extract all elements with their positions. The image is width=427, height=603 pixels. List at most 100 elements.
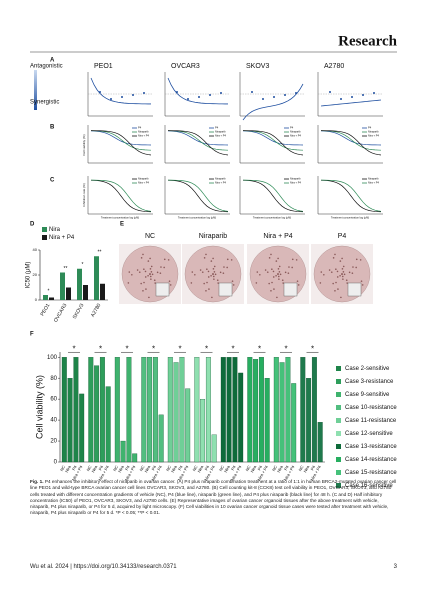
bar (61, 357, 67, 463)
legend-label: Case 16-sensitive (345, 483, 393, 489)
bar (258, 357, 264, 463)
x-tick-label: Nira (143, 464, 151, 474)
axis (164, 176, 230, 215)
bar (147, 357, 153, 463)
data-point (295, 92, 297, 94)
organoid (256, 271, 259, 273)
organoid (342, 271, 345, 273)
bar (114, 357, 120, 463)
organoid (140, 257, 143, 259)
legend-swatch (42, 227, 47, 232)
organoid (341, 275, 344, 278)
organoid (259, 273, 261, 276)
bar (132, 453, 138, 463)
annotation: * (258, 344, 261, 353)
bar (66, 287, 71, 300)
bar (253, 359, 259, 463)
panel-label: B (50, 125, 55, 131)
x-tick-label: Nira (170, 464, 178, 474)
organoid (140, 282, 142, 285)
annotation: * (231, 344, 234, 353)
organoid (335, 281, 337, 284)
y-tick-label: 20 (50, 439, 57, 445)
organoid (291, 266, 293, 269)
legend-swatch (336, 444, 341, 449)
organoid (230, 259, 233, 261)
legend-swatch (336, 483, 341, 488)
legend-label: Case 9-sensitive (345, 392, 390, 398)
zoom-box (283, 282, 298, 297)
legend-swatch (336, 405, 341, 410)
bar (79, 393, 85, 463)
organoid (144, 276, 147, 278)
journal-name: Research (338, 33, 398, 49)
legend-label: Nira + P4 (49, 235, 75, 241)
x-tick-label: Nira (196, 464, 204, 474)
data-point (284, 94, 286, 96)
x-tick-label: Nira (90, 464, 98, 474)
x-tick-label: NC (297, 464, 304, 472)
bar (311, 357, 317, 463)
image-label: Nira + P4 (263, 233, 292, 240)
axis (317, 176, 383, 215)
axis (59, 352, 325, 463)
x-tick-label: NC (85, 464, 92, 472)
x-tick-label: PEO1 (40, 302, 52, 317)
organoid (336, 270, 339, 273)
bar (94, 365, 100, 463)
bar (88, 357, 94, 463)
curve (242, 179, 304, 213)
organoid (226, 266, 228, 269)
organoid (334, 289, 336, 292)
x-tick-label: Nira (223, 464, 231, 474)
y-tick-label: 100 (47, 355, 58, 361)
organoid (355, 266, 357, 269)
organoid (191, 271, 194, 273)
organoid (281, 279, 284, 281)
x-tick-label: P4 (97, 464, 104, 471)
bar (200, 398, 206, 463)
legend-label: P4 (138, 126, 142, 130)
y-tick-label: 60 (50, 397, 57, 403)
organoid (147, 260, 150, 262)
organoid (128, 271, 131, 273)
organoid (210, 274, 212, 277)
caption-label: Fig. 1. (30, 479, 44, 484)
organoid (278, 265, 281, 268)
legend-swatch (336, 392, 341, 397)
annotation: * (178, 344, 181, 353)
bar (211, 434, 217, 463)
cell-line-title: OVCAR3 (171, 63, 200, 70)
x-tick-label: P4 (150, 464, 157, 471)
image-label: NC (145, 233, 155, 240)
organoid (296, 280, 299, 282)
organoid (342, 278, 344, 280)
bar (73, 357, 79, 463)
legend-label: Nira + P4 (368, 181, 379, 185)
bar (120, 440, 126, 463)
bar (126, 357, 132, 463)
legend-label: Synergistic (30, 100, 59, 106)
organoid (284, 271, 287, 274)
curve (320, 130, 382, 146)
legend-label: Nira + P4 (138, 181, 149, 185)
legend-swatch (336, 457, 341, 462)
x-tick-label: P4 (124, 464, 131, 471)
x-tick-label: P4 (309, 464, 316, 471)
organoid (207, 270, 210, 273)
bar (279, 362, 285, 463)
legend-label: Niraparib (290, 130, 301, 134)
data-point (187, 98, 189, 100)
organoid (278, 278, 280, 280)
bar (173, 362, 179, 463)
legend-label: Niraparib (290, 177, 301, 181)
x-tick-label: P4 (230, 464, 237, 471)
x-tick-label: Nira (64, 464, 72, 474)
organoid (212, 257, 214, 260)
zoom-box (218, 282, 233, 297)
bar (247, 357, 253, 463)
x-tick-label: SKOV3 (72, 302, 86, 320)
organoid (332, 257, 335, 259)
organoid (153, 279, 156, 281)
